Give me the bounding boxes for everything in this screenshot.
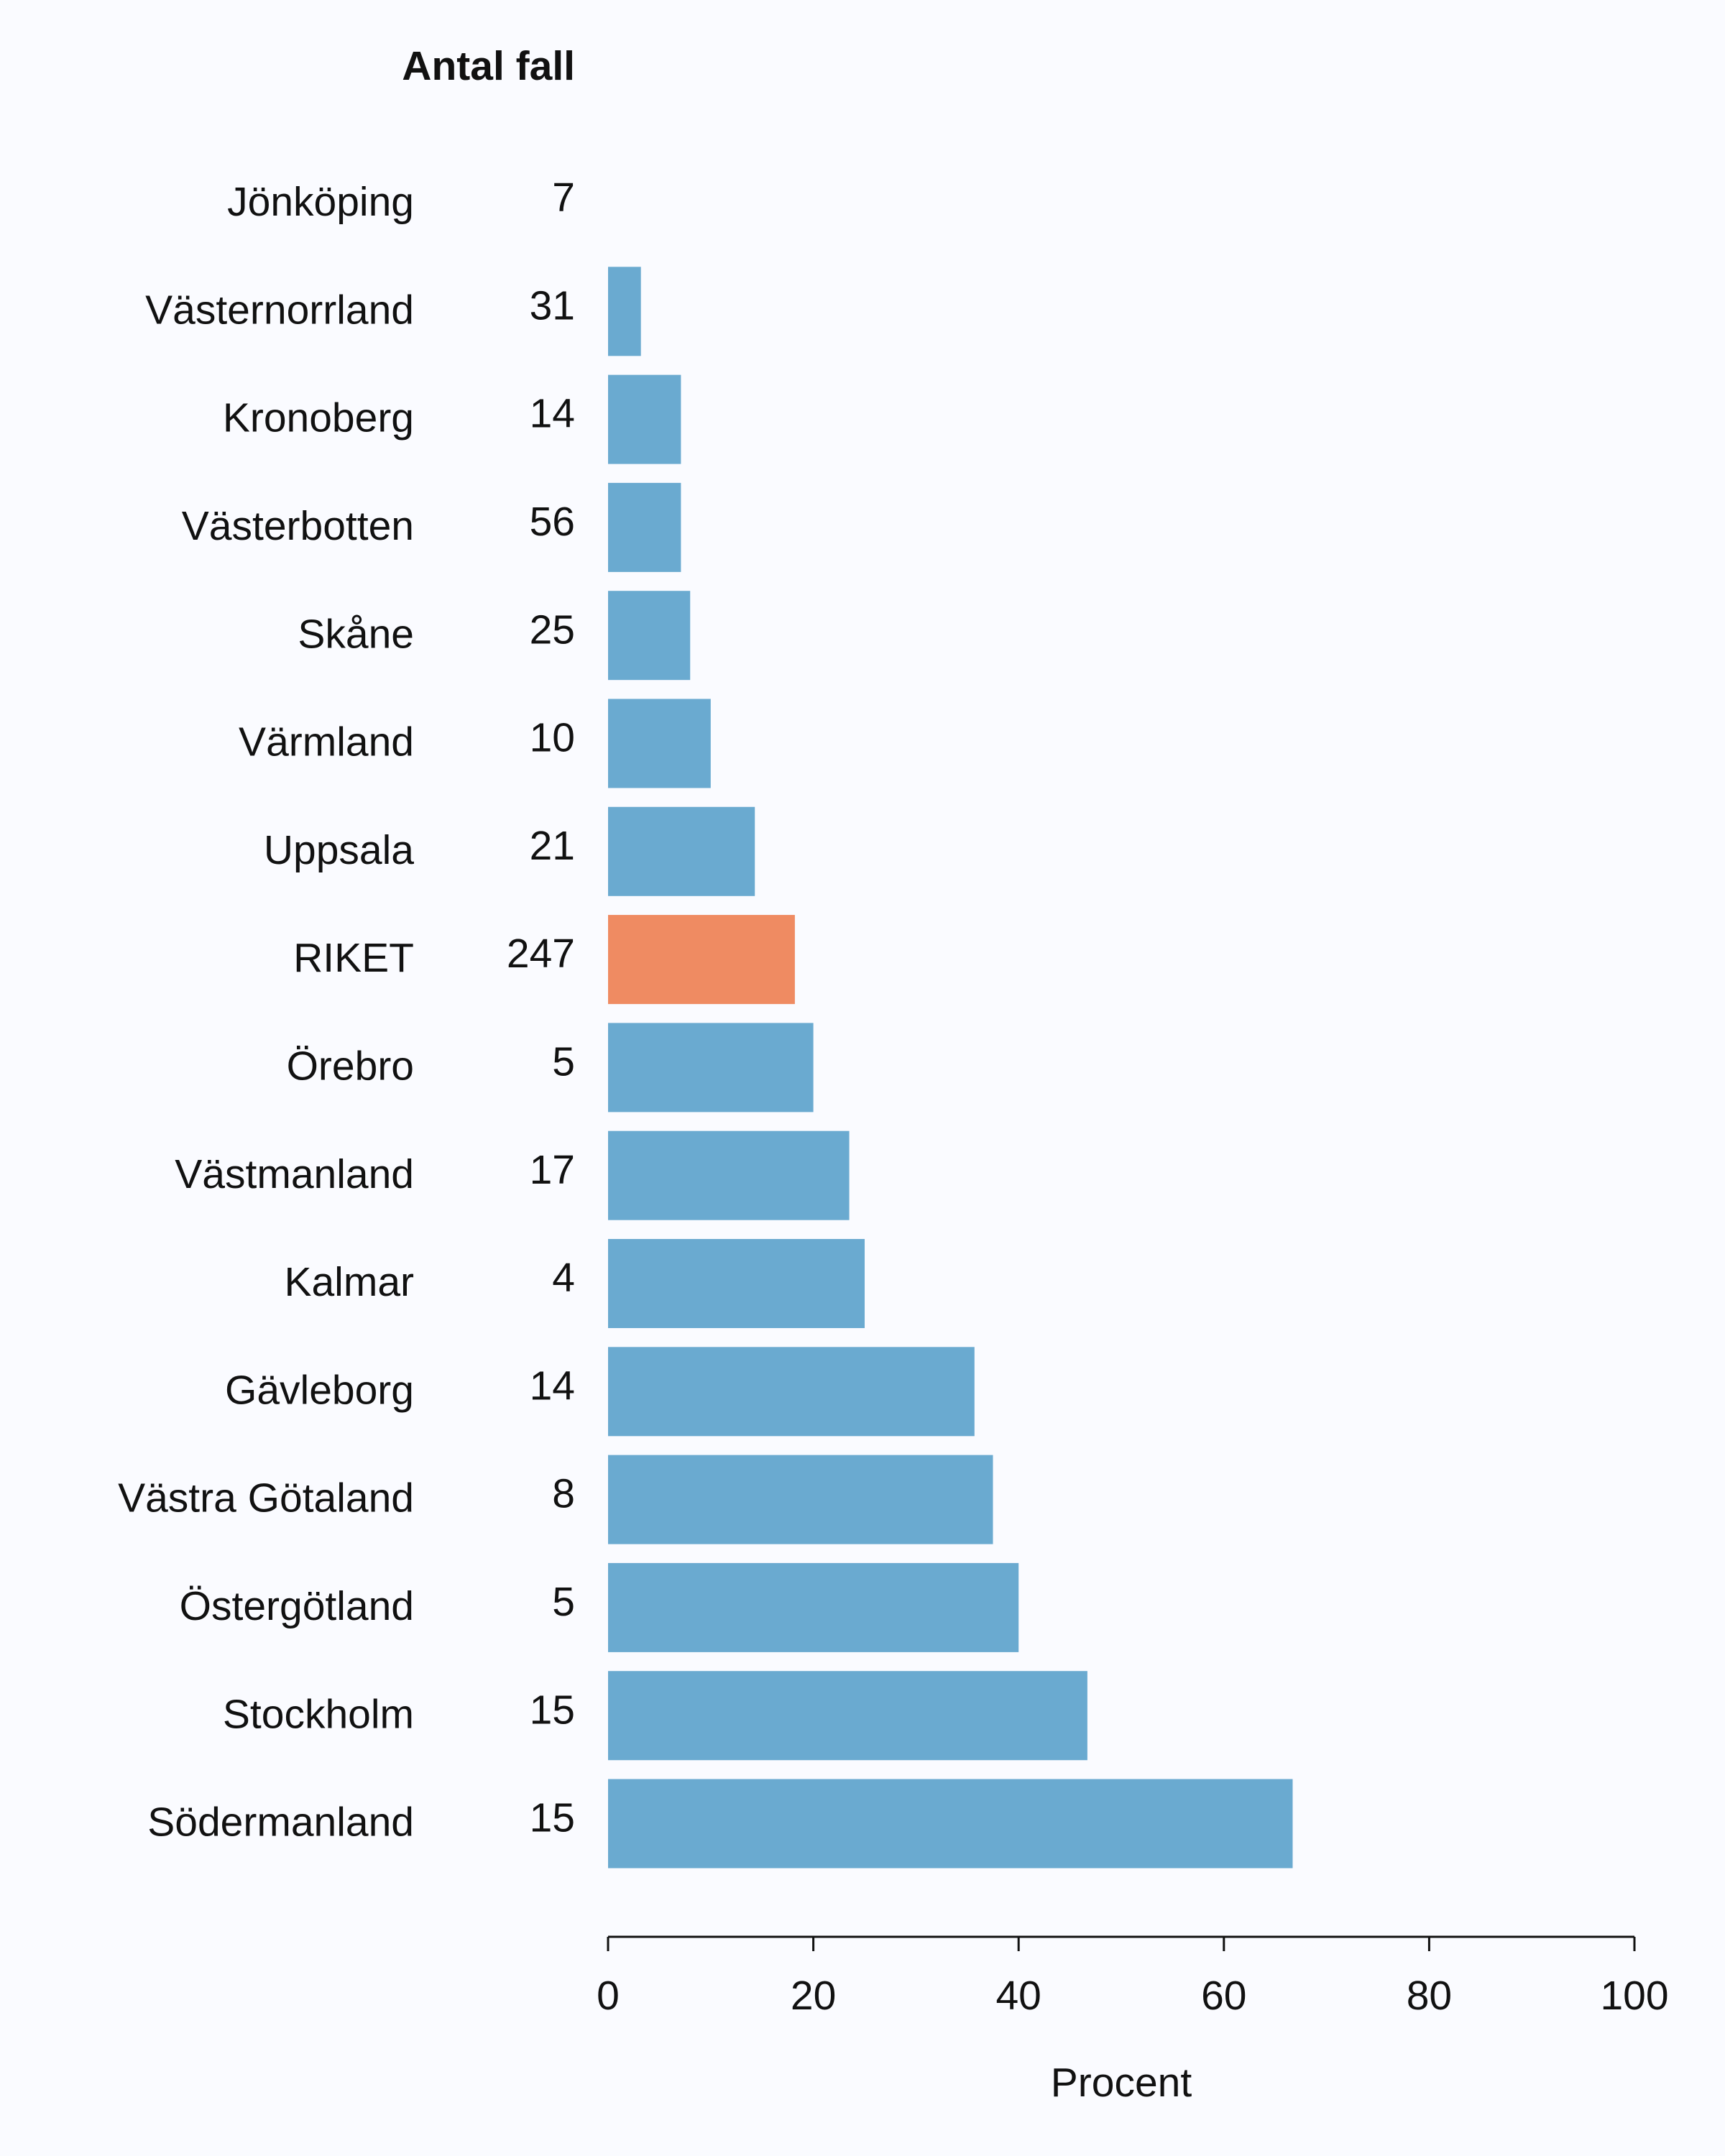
count-label: 5 bbox=[552, 1038, 575, 1084]
bar bbox=[608, 1671, 1087, 1761]
count-label: 25 bbox=[530, 607, 575, 653]
count-label: 7 bbox=[552, 175, 575, 221]
y-tick-label: Västernorrland bbox=[145, 287, 414, 333]
y-tick-label: Västra Götaland bbox=[118, 1475, 414, 1521]
bar bbox=[608, 1239, 865, 1328]
bar bbox=[608, 699, 711, 788]
y-tick-label: Södermanland bbox=[147, 1800, 414, 1846]
y-tick-label: Skåne bbox=[298, 611, 414, 657]
bar bbox=[608, 1023, 814, 1112]
count-label: 8 bbox=[552, 1471, 575, 1517]
y-tick-label: Östergötland bbox=[180, 1583, 414, 1629]
bar bbox=[608, 1455, 993, 1544]
count-label: 21 bbox=[530, 823, 575, 869]
x-tick-label: 60 bbox=[1201, 1973, 1246, 2019]
count-label: 10 bbox=[530, 715, 575, 761]
x-axis-label: Procent bbox=[1051, 2060, 1192, 2106]
y-tick-label: Värmland bbox=[239, 719, 414, 765]
bar bbox=[608, 806, 755, 896]
count-label: 5 bbox=[552, 1579, 575, 1625]
count-label: 56 bbox=[530, 499, 575, 545]
y-tick-label: Kronoberg bbox=[223, 395, 414, 441]
count-header: Antal fall bbox=[402, 43, 575, 89]
bar bbox=[608, 374, 681, 464]
y-tick-label: Gävleborg bbox=[225, 1367, 414, 1413]
y-tick-label: Örebro bbox=[287, 1043, 414, 1089]
bar bbox=[608, 1347, 975, 1437]
y-tick-label: Västerbotten bbox=[182, 503, 414, 549]
count-label: 15 bbox=[530, 1795, 575, 1841]
bar bbox=[608, 482, 681, 572]
count-label: 4 bbox=[552, 1255, 575, 1301]
count-label: 15 bbox=[530, 1687, 575, 1733]
count-label: 14 bbox=[530, 1363, 575, 1409]
count-label: 247 bbox=[507, 931, 575, 977]
bar bbox=[608, 591, 691, 681]
x-tick-label: 0 bbox=[597, 1973, 620, 2019]
bar bbox=[608, 1779, 1293, 1869]
y-tick-label: Stockholm bbox=[223, 1691, 414, 1737]
y-tick-label: Kalmar bbox=[284, 1259, 414, 1305]
y-tick-label: RIKET bbox=[293, 935, 414, 981]
x-tick-label: 20 bbox=[791, 1973, 836, 2019]
x-tick-label: 40 bbox=[995, 1973, 1041, 2019]
y-tick-label: Västmanland bbox=[175, 1151, 414, 1197]
bar bbox=[608, 1562, 1019, 1652]
bar bbox=[608, 1130, 850, 1220]
bar bbox=[608, 915, 795, 1005]
bar bbox=[608, 267, 641, 356]
count-label: 31 bbox=[530, 282, 575, 328]
count-label: 17 bbox=[530, 1147, 575, 1193]
y-tick-label: Jönköping bbox=[227, 179, 414, 225]
x-tick-label: 100 bbox=[1600, 1973, 1668, 2019]
count-label: 14 bbox=[530, 391, 575, 437]
x-tick-label: 80 bbox=[1407, 1973, 1452, 2019]
y-tick-label: Uppsala bbox=[264, 827, 414, 873]
